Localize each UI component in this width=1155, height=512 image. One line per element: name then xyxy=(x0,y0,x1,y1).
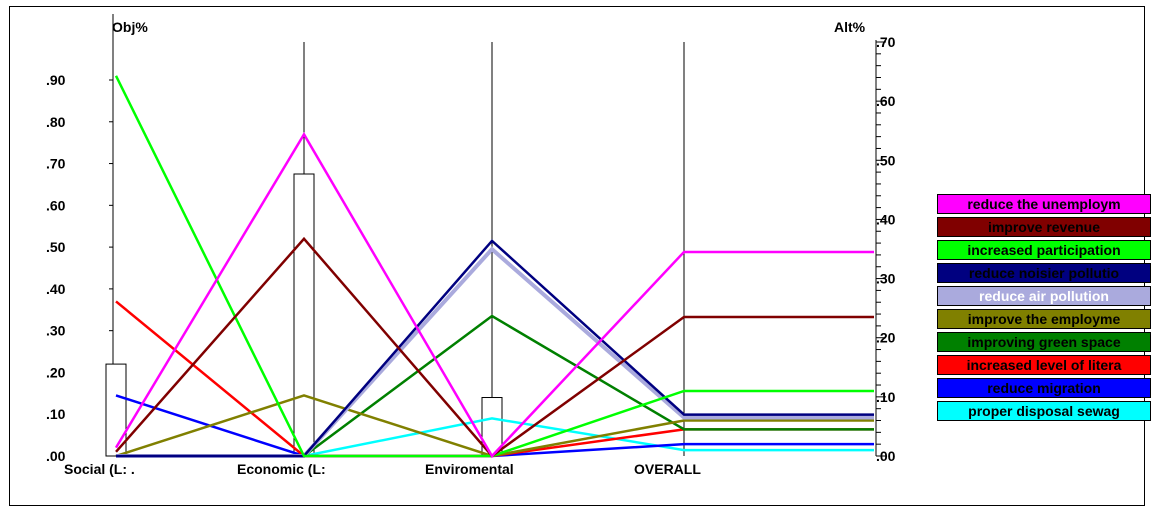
left-axis-tick-label: .30 xyxy=(46,323,66,339)
left-axis-tick-label: .70 xyxy=(46,156,66,172)
objective-weight-bar xyxy=(293,173,315,457)
series-line xyxy=(114,131,874,459)
right-axis-tick-label: .60 xyxy=(876,93,896,109)
right-axis-title: Alt% xyxy=(834,19,866,35)
legend-item: reduce the unemploym xyxy=(937,194,1151,214)
category-label: Economic (L: xyxy=(237,461,326,477)
series-line xyxy=(116,239,874,458)
category-label: Social (L: . xyxy=(64,461,135,477)
right-axis-tick-label: .70 xyxy=(876,34,896,50)
right-axis-tick-label: .30 xyxy=(876,271,896,287)
legend-item: reduce migration xyxy=(937,378,1151,398)
left-axis-tick-label: .50 xyxy=(46,239,66,255)
left-axis-title: Obj% xyxy=(112,19,148,35)
category-label: Enviromental xyxy=(425,461,514,477)
right-axis-tick-label: .10 xyxy=(876,389,896,405)
legend-item: increased level of litera xyxy=(937,355,1151,375)
left-axis-tick-label: .80 xyxy=(46,114,66,130)
category-label: OVERALL xyxy=(634,461,701,477)
right-axis-tick-label: .20 xyxy=(876,330,896,346)
right-axis-tick-label: .50 xyxy=(876,152,896,168)
left-axis-tick-label: .90 xyxy=(46,72,66,88)
left-axis-tick-label: .10 xyxy=(46,406,66,422)
left-axis-tick-label: .40 xyxy=(46,281,66,297)
legend-item: reduce noisier pollutio xyxy=(937,263,1151,283)
legend-item: improve the employme xyxy=(937,309,1151,329)
right-axis-tick-label: .40 xyxy=(876,211,896,227)
legend-item: improving green space xyxy=(937,332,1151,352)
left-axis-tick-label: .60 xyxy=(46,197,66,213)
legend: reduce the unemploym improve revenue incre… xyxy=(937,194,1151,424)
legend-item: proper disposal sewag xyxy=(937,401,1151,421)
left-axis-tick-label: .20 xyxy=(46,364,66,380)
legend-item: improve revenue xyxy=(937,217,1151,237)
legend-item: reduce air pollution xyxy=(937,286,1151,306)
left-axis-tick-label: .00 xyxy=(46,448,66,464)
legend-item: increased participation xyxy=(937,240,1151,260)
right-axis-tick-label: .00 xyxy=(876,448,896,464)
